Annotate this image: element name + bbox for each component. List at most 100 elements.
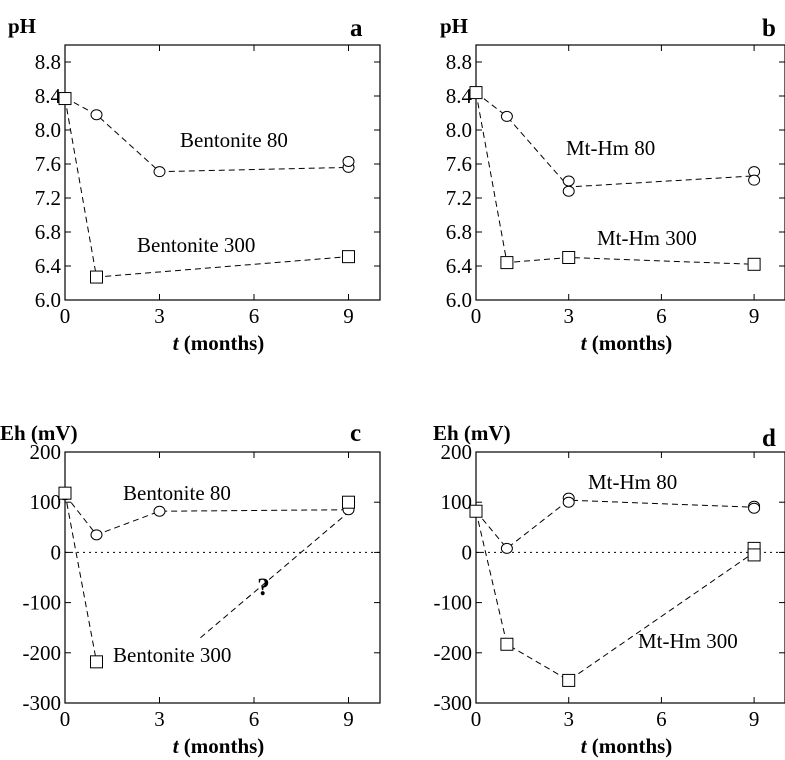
panel-c-ytick-label: 0 bbox=[51, 540, 62, 564]
panel-d-series-label: Mt-Hm 80 bbox=[588, 470, 677, 494]
panel-b-xtick-label: 0 bbox=[471, 304, 482, 328]
panel-b-ylabel: pH bbox=[440, 14, 468, 38]
panel-d-ytick-label: 100 bbox=[441, 490, 473, 514]
panel-b-xlabel-var: t bbox=[581, 331, 588, 355]
panel-c-series-1-point bbox=[342, 495, 355, 509]
panel-a-ytick-label: 8.0 bbox=[35, 118, 61, 142]
panel-a-series-label: Bentonite 300 bbox=[137, 233, 255, 257]
panel-d-series-1-point bbox=[747, 548, 761, 562]
panel-c-series-1-point bbox=[90, 655, 103, 669]
panel-a-series-0-point bbox=[342, 155, 355, 167]
panel-b-ytick-label: 6.0 bbox=[446, 288, 472, 312]
panel-c-series-0-point bbox=[153, 505, 166, 517]
panel-d-xlabel-var: t bbox=[581, 734, 588, 758]
panel-a: 6.0 6.4 6.8 7.2 7.6 8.0 8.4 8.8 0 3 6 9 pH t (months)… bbox=[8, 14, 381, 355]
panel-d-series-label: Mt-Hm 300 bbox=[638, 629, 738, 653]
panel-c-series-0-point bbox=[90, 529, 103, 541]
panel-a-xtick-label: 9 bbox=[343, 304, 354, 328]
panel-d-xtick-label: 6 bbox=[656, 707, 667, 731]
panel-d-series-0-point bbox=[562, 496, 575, 508]
panel-a-xlabel-unit: (months) bbox=[179, 331, 265, 355]
panel-b-series-label: Mt-Hm 300 bbox=[597, 226, 697, 250]
panel-b-series-1-point bbox=[562, 251, 576, 264]
panel-d: -300 -200 -100 0 100 200 0 3 6 9 Eh (mV) t (months)… bbox=[433, 421, 785, 758]
panel-c-xtick-label: 3 bbox=[154, 707, 165, 731]
panel-b-letter: b bbox=[762, 15, 776, 42]
panel-d-xtick-label: 9 bbox=[749, 707, 760, 731]
panel-b-series-0-point bbox=[562, 185, 575, 197]
panel-c-xtick-label: 0 bbox=[60, 707, 71, 731]
panel-a-ytick-label: 8.4 bbox=[35, 84, 62, 108]
panel-d-series-0-point bbox=[500, 542, 513, 554]
panel-d-series-0-point bbox=[748, 502, 761, 514]
panel-b-series-1-point bbox=[747, 257, 761, 271]
panel-c-ytick-label: -100 bbox=[23, 591, 62, 615]
panel-d-frame bbox=[475, 451, 785, 704]
panel-a-series-0-point bbox=[153, 166, 166, 178]
panel-b-ytick-label: 8.8 bbox=[446, 50, 472, 74]
panel-c-ytick-label: -200 bbox=[23, 641, 62, 665]
panel-c-ytick-label: 200 bbox=[30, 440, 62, 464]
panel-a-ytick-label: 7.2 bbox=[35, 186, 61, 210]
panel-a-ytick-label: 6.8 bbox=[35, 220, 61, 244]
panel-d-ytick-label: 0 bbox=[462, 540, 473, 564]
panel-c-xtick-label: 6 bbox=[249, 707, 260, 731]
panel-a-xlabel-var: t bbox=[173, 331, 180, 355]
panel-c-xtick-label: 9 bbox=[343, 707, 354, 731]
panel-a-xlabel: t (months) bbox=[173, 331, 265, 355]
panel-a-series-0-point bbox=[90, 109, 103, 121]
panel-d-ytick-label: -300 bbox=[434, 691, 473, 715]
panel-c: -300 -200 -100 0 100 200 0 3 6 9 Eh (mV) t (months)… bbox=[0, 420, 381, 758]
panel-b: 6.0 6.4 6.8 7.2 7.6 8.0 8.4 8.8 0 3 6 9 pH t (months)… bbox=[440, 14, 785, 355]
panel-b-series-1-point bbox=[500, 256, 514, 270]
panel-d-ylabel: Eh (mV) bbox=[433, 421, 511, 445]
panel-b-xtick-label: 9 bbox=[749, 304, 760, 328]
panel-b-ytick-label: 7.2 bbox=[446, 186, 472, 210]
panel-c-ylabel: Eh (mV) bbox=[0, 421, 78, 445]
panel-a-ytick-label: 6.4 bbox=[35, 254, 62, 278]
panel-d-series-0-line bbox=[475, 499, 755, 550]
panel-b-series-1-line bbox=[475, 92, 755, 265]
panel-a-ytick-label: 6.0 bbox=[35, 288, 61, 312]
panel-b-xlabel: t (months) bbox=[581, 331, 673, 355]
panel-c-ytick-label: 100 bbox=[30, 490, 62, 514]
panel-d-xtick-label: 3 bbox=[563, 707, 574, 731]
panel-d-series-1-point bbox=[469, 504, 483, 518]
panel-b-xtick-label: 3 bbox=[563, 304, 574, 328]
panel-c-ytick-label: -300 bbox=[23, 691, 62, 715]
panel-c-series-label: Bentonite 80 bbox=[123, 481, 231, 505]
panel-c-xlabel: t (months) bbox=[173, 734, 265, 758]
panel-b-series-label: Mt-Hm 80 bbox=[566, 136, 655, 160]
panel-c-series-0-line bbox=[64, 494, 349, 536]
panel-b-series-0-line bbox=[475, 92, 755, 188]
panel-d-ytick-label: -100 bbox=[434, 591, 473, 615]
panel-d-series-1-point bbox=[562, 673, 576, 687]
panel-c-series-1-line bbox=[64, 493, 97, 662]
panel-b-series-0-point bbox=[562, 175, 575, 187]
panel-c-annotation: ? bbox=[257, 574, 270, 601]
panel-b-series-1-point bbox=[469, 86, 483, 100]
panel-d-series-1-line bbox=[475, 511, 755, 682]
panel-c-series-label: Bentonite 300 bbox=[113, 643, 231, 667]
panel-c-letter: c bbox=[350, 420, 361, 447]
panel-c-extrapolated-line-0 bbox=[200, 511, 349, 639]
panel-b-series-0-point bbox=[500, 110, 513, 122]
panel-c-xlabel-unit: (months) bbox=[179, 734, 265, 758]
panel-b-ytick-label: 8.4 bbox=[446, 84, 473, 108]
panel-b-ytick-label: 6.4 bbox=[446, 254, 473, 278]
panel-a-ylabel: pH bbox=[8, 14, 36, 38]
panel-d-series-1-point bbox=[500, 637, 514, 651]
panel-a-xtick-label: 3 bbox=[154, 304, 165, 328]
panel-a-ytick-label: 8.8 bbox=[35, 50, 61, 74]
panel-a-series-label: Bentonite 80 bbox=[180, 128, 288, 152]
panel-a-series-1-point bbox=[90, 270, 103, 284]
panel-a-series-1-point bbox=[58, 92, 72, 106]
panel-d-ytick-label: -200 bbox=[434, 641, 473, 665]
panel-b-series-0-point bbox=[748, 174, 761, 186]
panel-d-xtick-label: 0 bbox=[471, 707, 482, 731]
panel-a-frame bbox=[64, 44, 381, 301]
panel-d-ytick-label: 200 bbox=[441, 440, 473, 464]
panel-b-ytick-label: 8.0 bbox=[446, 118, 472, 142]
panel-c-frame bbox=[64, 451, 381, 704]
